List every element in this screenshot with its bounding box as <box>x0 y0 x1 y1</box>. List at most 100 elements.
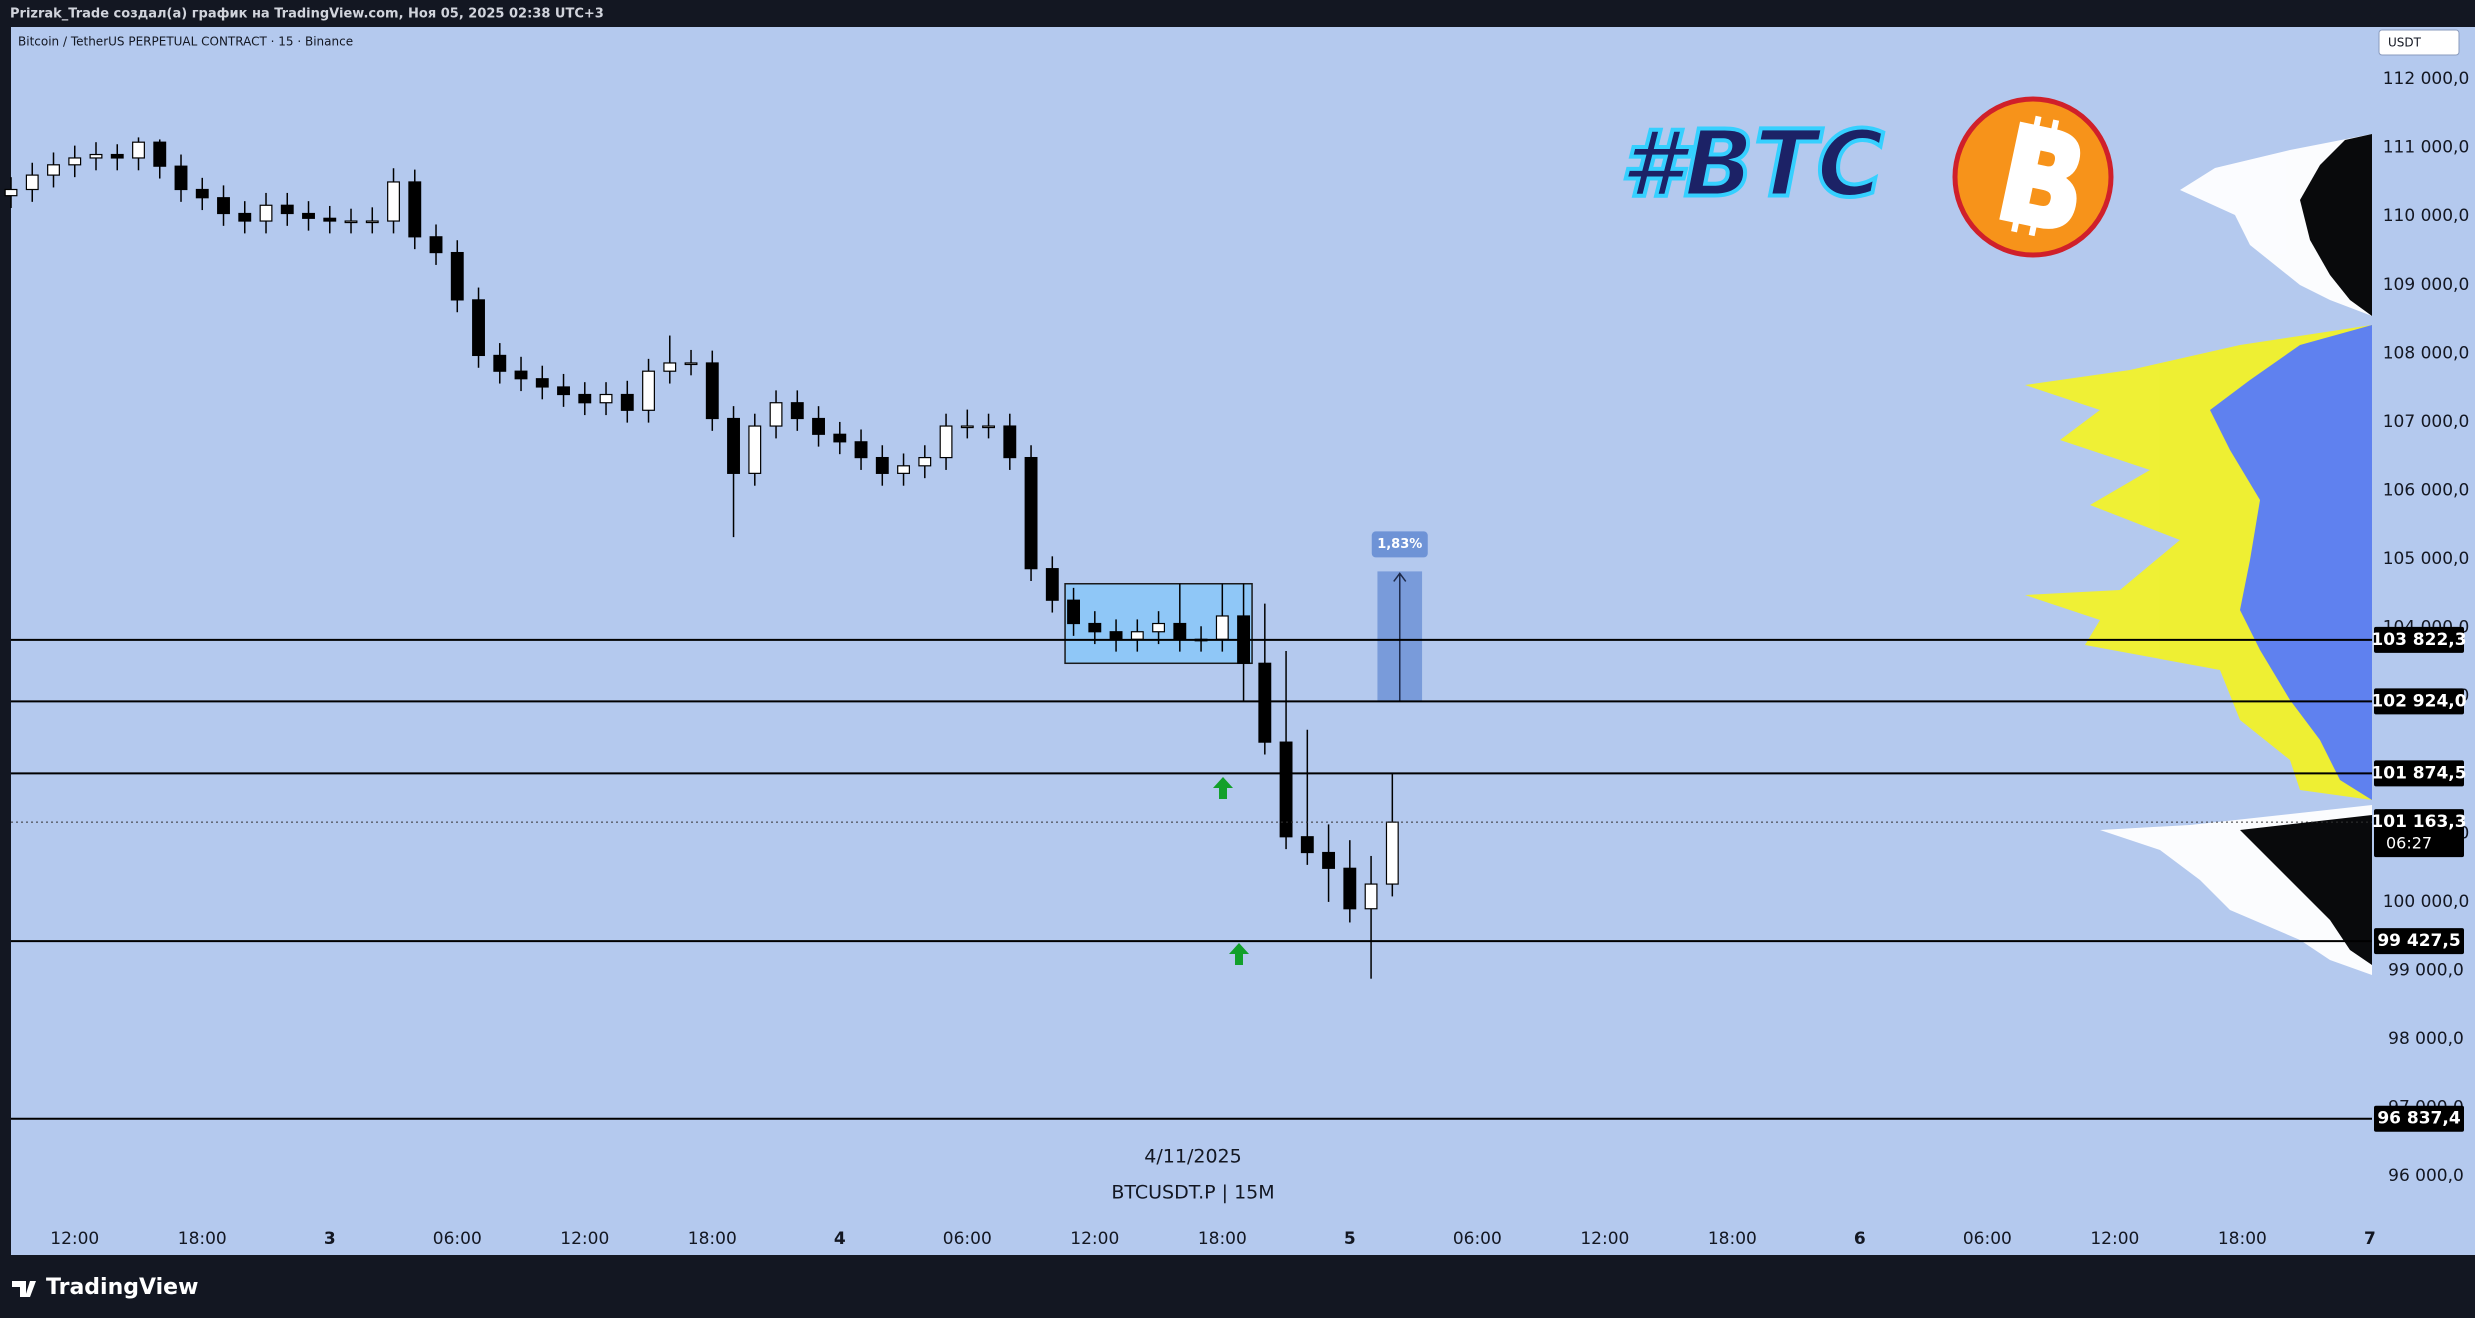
x-tick-label: 06:00 <box>433 1229 482 1249</box>
candle-body <box>89 153 103 159</box>
x-tick-label: 18:00 <box>2218 1229 2267 1249</box>
candle-body <box>684 362 698 366</box>
candle-body <box>280 204 294 215</box>
candle-body <box>1003 425 1017 459</box>
annotation-date: 4/11/2025 <box>1144 1146 1241 1168</box>
x-tick-label: 12:00 <box>2090 1229 2139 1249</box>
x-tick-label: 12:00 <box>1580 1229 1629 1249</box>
candle-body <box>195 188 209 199</box>
level-label-box <box>2374 928 2464 955</box>
candle-body <box>1130 631 1144 640</box>
x-tick-label: 4 <box>834 1229 846 1249</box>
candle-body <box>4 188 18 197</box>
y-tick-label: 108 000,0 <box>2383 343 2470 363</box>
level-label: 103 822,3 <box>2371 630 2466 650</box>
bitcoin-symbol <box>1999 115 2081 237</box>
y-tick-label: 112 000,0 <box>2383 69 2470 89</box>
profile-shape <box>2240 815 2372 965</box>
candle-body <box>727 417 740 474</box>
candle-body <box>875 456 889 474</box>
level-label-box <box>2374 626 2464 653</box>
x-tick-label: 18:00 <box>1708 1229 1757 1249</box>
candle-body <box>110 153 124 159</box>
candle-body <box>302 212 315 219</box>
candle-body <box>408 181 422 238</box>
candle-body <box>365 220 379 224</box>
candle-body <box>748 425 762 474</box>
arrow-up <box>1213 777 1233 799</box>
candle-body <box>599 393 613 404</box>
candle-body <box>1364 883 1378 910</box>
candle-body <box>174 165 188 191</box>
candle-body <box>854 441 868 459</box>
x-tick-label: 06:00 <box>943 1229 992 1249</box>
x-tick-label: 6 <box>1854 1229 1866 1249</box>
candle-body <box>1152 622 1166 633</box>
candle-body <box>1385 821 1399 885</box>
candle-body <box>705 362 719 420</box>
candle-body <box>897 465 910 474</box>
currency: USDT <box>2388 36 2422 50</box>
candle-body <box>450 251 464 301</box>
candle-body <box>982 425 995 429</box>
candle-body <box>217 197 230 215</box>
candle-body <box>1024 456 1038 570</box>
candle-body <box>259 204 273 222</box>
level-label-box <box>2374 760 2464 787</box>
candle-body <box>514 370 528 380</box>
candle-body <box>47 164 60 176</box>
candle-body <box>238 212 252 222</box>
y-tick-label: 111 000,0 <box>2383 138 2470 158</box>
candle-body <box>429 236 443 254</box>
level-label: 99 427,5 <box>2377 931 2460 951</box>
candle-body <box>918 456 932 467</box>
footer-brand: TradingView <box>46 1275 198 1300</box>
candle-body <box>812 417 825 435</box>
y-tick-label: 96 000,0 <box>2388 1166 2464 1186</box>
symbol-title: Bitcoin / TetherUS PERPETUAL CONTRACT · … <box>18 35 353 49</box>
candle-body <box>493 354 507 372</box>
y-tick-label: 110 000,0 <box>2383 206 2470 226</box>
candle-body <box>663 362 677 372</box>
candle-body <box>620 393 634 411</box>
currency-box[interactable] <box>2378 29 2460 56</box>
level-label-box <box>2374 688 2464 715</box>
measure-arrowhead <box>1393 572 1407 582</box>
candle-body <box>642 370 655 411</box>
measure-label: 1,83% <box>1377 537 1422 552</box>
candle-body <box>472 299 485 357</box>
annotation-symbol: BTCUSDT.P | 15M <box>1111 1182 1274 1204</box>
candle-body <box>1067 599 1081 625</box>
candle-body <box>960 425 974 429</box>
x-tick-label: 3 <box>324 1229 336 1249</box>
level-label: 96 837,4 <box>2377 1109 2461 1129</box>
countdown: 06:27 <box>2386 834 2432 853</box>
x-tick-label: 06:00 <box>1453 1229 1502 1249</box>
y-tick-label: 105 000,0 <box>2383 549 2470 569</box>
candle-body <box>939 425 953 459</box>
logo-text: #BTC <box>1620 110 1884 217</box>
last-price-label: 101 163,3 <box>2371 812 2466 832</box>
level-label: 102 924,0 <box>2371 691 2466 711</box>
x-tick-label: 18:00 <box>178 1229 227 1249</box>
candle-body <box>387 181 400 222</box>
y-tick-label: 98 000,0 <box>2388 1029 2464 1049</box>
candle-body <box>1258 662 1272 743</box>
candle-body <box>790 402 804 420</box>
y-tick-label: 99 000,0 <box>2388 960 2464 980</box>
x-tick-label: 18:00 <box>688 1229 737 1249</box>
candle-body <box>1300 836 1314 854</box>
candle-body <box>132 141 145 159</box>
candle-body <box>1109 631 1123 640</box>
candle-body <box>833 433 847 443</box>
candle-body <box>578 393 592 404</box>
last-price-box <box>2374 809 2464 858</box>
brand-icon <box>12 1281 36 1297</box>
candle-body <box>323 217 337 222</box>
candle-body <box>1215 615 1229 640</box>
profile-shape <box>2300 134 2372 316</box>
y-tick-label: 107 000,0 <box>2383 412 2470 432</box>
candle-body <box>153 141 167 167</box>
